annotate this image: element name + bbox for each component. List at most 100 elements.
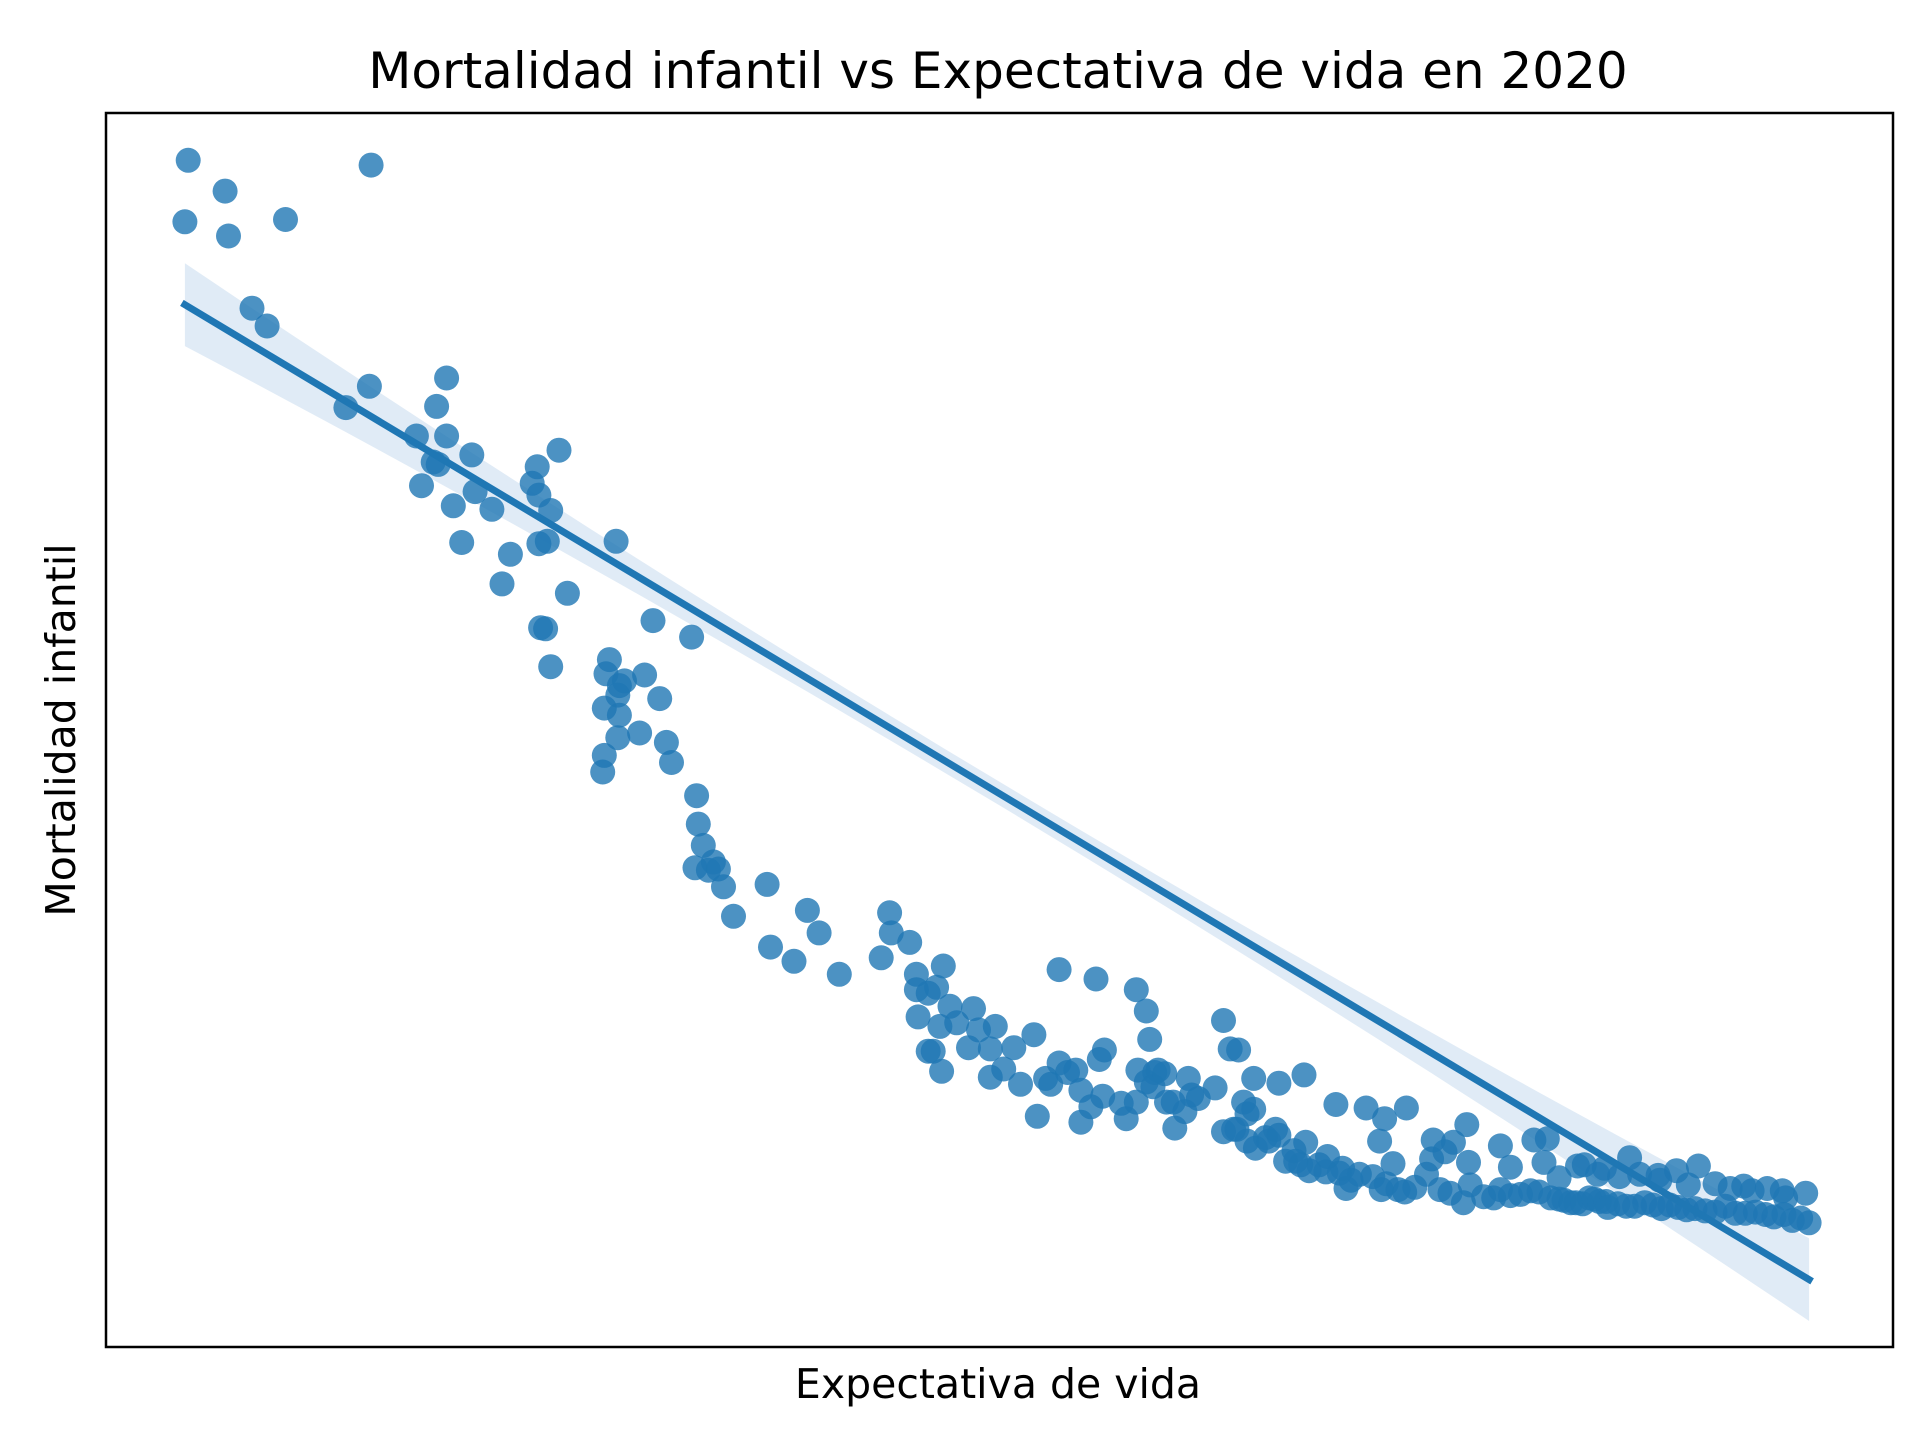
- scatter-point: [1293, 1129, 1319, 1155]
- scatter-point: [212, 178, 238, 204]
- scatter-point: [1685, 1153, 1711, 1179]
- scatter-point: [1793, 1180, 1819, 1206]
- scatter-point: [721, 903, 746, 929]
- scatter-point: [1717, 1176, 1743, 1201]
- scatter-point: [538, 654, 564, 680]
- scatter-point: [920, 1038, 946, 1064]
- scatter-point: [546, 437, 572, 463]
- scatter-point: [1123, 1089, 1149, 1115]
- scatter-point: [640, 608, 666, 634]
- scatter-point: [877, 900, 903, 926]
- scatter-point: [627, 720, 653, 746]
- scatter-point: [524, 454, 550, 480]
- scatter-point: [1091, 1037, 1117, 1063]
- scatter-point: [1125, 1057, 1151, 1083]
- scatter-point: [1226, 1037, 1252, 1063]
- scatter-point: [1380, 1151, 1406, 1177]
- scatter-point: [1534, 1126, 1560, 1152]
- scatter-point: [653, 729, 679, 755]
- scatter-point: [1137, 1026, 1163, 1052]
- scatter-point: [685, 811, 711, 837]
- scatter-point: [1617, 1145, 1643, 1171]
- scatter-point: [424, 393, 450, 419]
- scatter-point: [758, 934, 783, 960]
- scatter-point: [826, 961, 852, 987]
- scatter-point: [1585, 1161, 1611, 1187]
- scatter-point: [1021, 1022, 1047, 1048]
- scatter-point: [1353, 1095, 1379, 1121]
- scatter-point: [497, 541, 523, 567]
- scatter-point: [1133, 998, 1159, 1024]
- scatter-point: [1179, 1082, 1205, 1108]
- scatter-point: [489, 571, 515, 597]
- regression-line: [180, 299, 1814, 1285]
- scatter-point: [930, 953, 956, 979]
- scatter-point: [982, 1013, 1008, 1039]
- scatter-point: [647, 686, 673, 712]
- scatter-point: [175, 147, 201, 173]
- scatter-point: [806, 920, 832, 946]
- scatter-point: [1546, 1165, 1572, 1191]
- scatter-point: [1266, 1070, 1292, 1096]
- scatter-point: [1367, 1128, 1393, 1154]
- scatter-point: [603, 528, 629, 554]
- scatter-point: [1796, 1210, 1822, 1236]
- scatter-point: [1497, 1154, 1523, 1180]
- scatter-point: [1024, 1103, 1050, 1129]
- scatter-point: [1420, 1127, 1446, 1153]
- scatter-point: [533, 616, 559, 642]
- scatter-point: [781, 948, 807, 974]
- scatter-point: [684, 783, 710, 809]
- scatter-point: [1263, 1116, 1288, 1142]
- scatter-point: [596, 647, 622, 673]
- scatter-point: [1393, 1095, 1419, 1121]
- scatter-point: [794, 897, 820, 923]
- scatter-point: [534, 528, 560, 554]
- scatter-point: [434, 365, 460, 391]
- scatter-point: [605, 725, 631, 751]
- scatter-point: [1454, 1112, 1480, 1138]
- scatter-point: [991, 1056, 1017, 1082]
- scatter-point: [700, 849, 726, 875]
- scatter-point: [878, 920, 904, 946]
- scatter-point: [254, 313, 280, 339]
- scatter-point: [1046, 957, 1072, 983]
- scatter-point: [977, 1036, 1003, 1062]
- scatter-point: [1291, 1062, 1317, 1088]
- scatter-point: [944, 1010, 970, 1036]
- scatter-point: [1123, 977, 1149, 1003]
- scatter-point: [434, 423, 460, 449]
- scatter-point: [915, 980, 941, 1006]
- x-axis-label: Expectativa de vida: [795, 1360, 1201, 1408]
- chart-title: Mortalidad infantil vs Expectativa de vi…: [368, 42, 1627, 100]
- scatter-point: [905, 1004, 931, 1030]
- scatter-point: [1440, 1129, 1466, 1155]
- scatter-point: [1083, 966, 1109, 992]
- scatter-point: [273, 207, 298, 232]
- scatter-point: [479, 496, 505, 522]
- scatter-point: [961, 996, 986, 1022]
- scatter-point: [897, 929, 923, 955]
- scatter-point: [1739, 1178, 1765, 1204]
- scatter-point: [1211, 1008, 1236, 1033]
- scatter-point: [1372, 1106, 1398, 1132]
- scatter-point: [1202, 1075, 1228, 1101]
- scatter-point: [754, 871, 780, 897]
- scatter-point: [659, 750, 684, 775]
- scatter-point: [358, 152, 384, 178]
- scatter-point: [606, 673, 632, 699]
- scatter-point: [1326, 1160, 1352, 1186]
- scatter-point: [679, 624, 705, 650]
- scatter-point: [606, 702, 632, 728]
- scatter-point: [1773, 1185, 1799, 1211]
- scatter-point: [711, 874, 736, 900]
- scatter-point: [1234, 1101, 1260, 1127]
- scatter-point: [459, 442, 485, 468]
- scatter-point: [1664, 1158, 1689, 1184]
- scatter-point: [356, 373, 382, 399]
- scatter-point: [929, 1058, 955, 1084]
- scatter-point: [591, 742, 617, 768]
- scatter-point: [1068, 1077, 1094, 1103]
- scatter-point: [1055, 1060, 1080, 1085]
